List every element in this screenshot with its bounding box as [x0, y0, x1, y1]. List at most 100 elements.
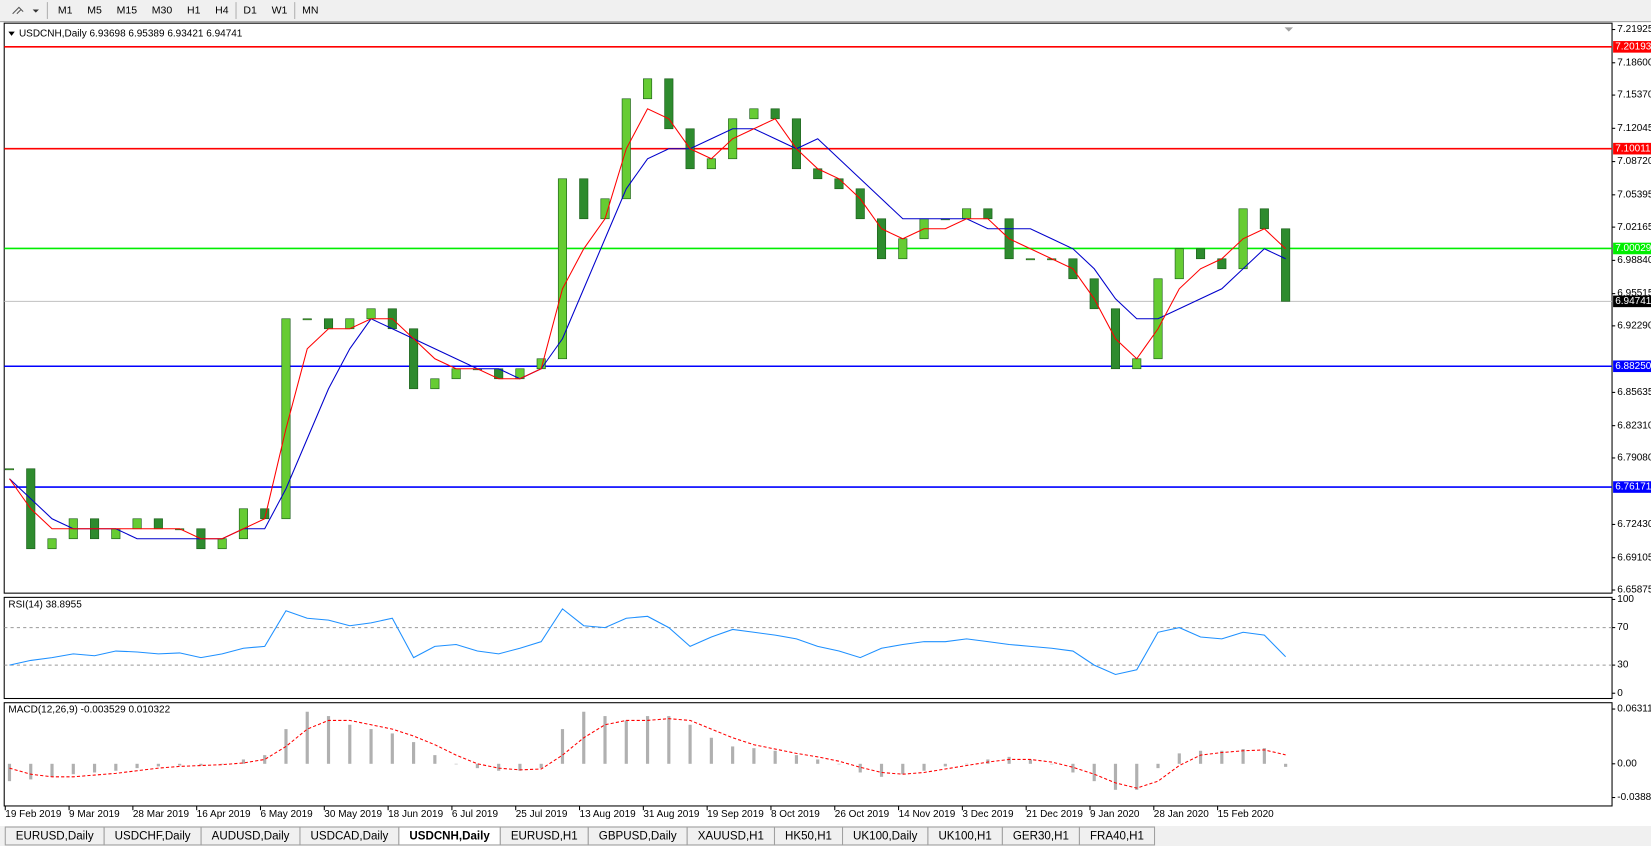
macd-bar: [50, 763, 54, 777]
x-tick-label: 30 May 2019: [324, 809, 382, 820]
level-label: 6.94741: [1615, 296, 1651, 307]
x-tick-label: 14 Nov 2019: [899, 809, 956, 820]
candle: [409, 328, 419, 390]
macd-bar: [135, 763, 139, 769]
y-tick-label: 6.72430: [1617, 519, 1651, 530]
y-tick-label: 70: [1617, 622, 1629, 633]
tab-label[interactable]: USDCHF,Daily: [115, 831, 191, 843]
candle: [1089, 278, 1099, 310]
tab[interactable]: GER30,H1: [1001, 826, 1080, 846]
tab-label[interactable]: EURUSD,H1: [511, 831, 578, 843]
timeframe-button[interactable]: MN: [302, 4, 318, 16]
tab[interactable]: XAUUSD,H1: [686, 826, 776, 846]
tab-label[interactable]: UK100,H1: [938, 831, 991, 843]
macd-bar: [773, 750, 777, 764]
candle: [281, 318, 291, 520]
macd-bar: [752, 748, 756, 764]
x-tick-label: 28 Jan 2020: [1154, 809, 1209, 820]
tab-label[interactable]: USDCAD,Daily: [311, 831, 389, 843]
y-tick-label: 7.21925: [1617, 24, 1651, 35]
macd-bar: [1113, 763, 1118, 790]
chart-tools-icon[interactable]: [12, 6, 39, 15]
timeframe-button[interactable]: M30: [152, 4, 173, 16]
macd-bar: [858, 763, 862, 773]
macd-bar: [816, 759, 820, 764]
y-tick-label: -0.03887: [1617, 792, 1651, 803]
timeframe-button[interactable]: M1: [58, 4, 73, 16]
tab[interactable]: HK50,H1: [773, 826, 844, 846]
macd-bar: [1135, 763, 1139, 790]
x-tick-label: 25 Jul 2019: [516, 809, 568, 820]
tab[interactable]: USDCNH,Daily: [398, 826, 501, 846]
x-tick-label: 6 May 2019: [260, 809, 313, 820]
tab-label[interactable]: GER30,H1: [1013, 831, 1069, 843]
macd-bar: [178, 763, 182, 766]
macd-bar: [901, 763, 905, 775]
candle: [47, 538, 57, 550]
timeframe-button[interactable]: M5: [87, 4, 102, 16]
macd-bar: [731, 746, 735, 764]
tab-label[interactable]: HK50,H1: [785, 831, 832, 843]
macd-bar: [1284, 763, 1288, 767]
tab[interactable]: FRA40,H1: [1078, 826, 1156, 846]
y-tick-label: 0.00: [1617, 758, 1637, 769]
timeframe-button[interactable]: M15: [117, 4, 138, 16]
toolbar: [0, 0, 1651, 23]
macd-bar: [156, 763, 160, 767]
x-tick-label: 26 Oct 2019: [835, 809, 890, 820]
macd-bar: [7, 763, 12, 782]
y-tick-label: 6.98840: [1617, 255, 1651, 266]
candle: [983, 208, 993, 220]
macd-bar: [922, 763, 926, 771]
level-label-box: [1613, 481, 1651, 493]
tab[interactable]: AUDUSD,Daily: [200, 826, 301, 846]
y-tick-label: 6.82310: [1617, 420, 1651, 431]
candle: [366, 308, 376, 320]
macd-bar: [326, 716, 331, 764]
macd-bar: [1177, 753, 1181, 764]
tab[interactable]: EURUSD,Daily: [4, 826, 105, 846]
timeframe-button[interactable]: H4: [215, 4, 229, 16]
x-tick-label: 21 Dec 2019: [1026, 809, 1083, 820]
tab[interactable]: UK100,Daily: [841, 826, 929, 846]
y-tick-label: 7.02165: [1617, 222, 1651, 233]
tab-label[interactable]: XAUUSD,H1: [698, 831, 764, 843]
tab[interactable]: EURUSD,H1: [499, 826, 589, 846]
level-label-box: [1613, 41, 1651, 53]
macd-bar: [1007, 756, 1011, 764]
timeframe-button[interactable]: W1: [272, 4, 288, 16]
tab[interactable]: UK100,H1: [927, 826, 1003, 846]
level-label-box: [1613, 360, 1651, 373]
tab[interactable]: GBPUSD,Daily: [587, 826, 688, 846]
macd-bar: [412, 742, 416, 764]
chart-title: USDCNH,Daily 6.93698 6.95389 6.93421 6.9…: [19, 28, 243, 39]
candle: [1174, 248, 1184, 280]
candle: [1196, 248, 1206, 260]
x-tick-label: 15 Feb 2020: [1218, 809, 1275, 820]
x-tick-label: 9 Mar 2019: [69, 809, 120, 820]
x-tick-label: 3 Dec 2019: [962, 809, 1014, 820]
tab-label[interactable]: GBPUSD,Daily: [599, 831, 677, 843]
x-tick-label: 9 Jan 2020: [1090, 809, 1140, 820]
pane-menu-triangle: [8, 31, 15, 36]
x-tick-label: 19 Sep 2019: [707, 809, 764, 820]
timeframe-button[interactable]: D1: [243, 4, 257, 16]
tab-label[interactable]: EURUSD,Daily: [16, 831, 94, 843]
tab[interactable]: USDCAD,Daily: [299, 826, 400, 846]
candle: [855, 188, 865, 220]
tab[interactable]: USDCHF,Daily: [103, 826, 202, 846]
candle: [1281, 228, 1291, 302]
tab-label[interactable]: UK100,Daily: [853, 831, 918, 843]
x-tick-label: 31 Aug 2019: [643, 809, 700, 820]
tab-label[interactable]: USDCNH,Daily: [409, 831, 490, 843]
timeframe-button[interactable]: H1: [187, 4, 201, 16]
price-pane: [3, 22, 1613, 594]
ma-fast-line: [9, 108, 1286, 540]
tab-label[interactable]: AUDUSD,Daily: [212, 831, 290, 843]
level-label-box: [1613, 142, 1651, 155]
tab-label[interactable]: FRA40,H1: [1090, 831, 1144, 843]
macd-bar: [454, 763, 458, 765]
macd-signal-line: [9, 718, 1286, 789]
candle: [1132, 358, 1142, 370]
